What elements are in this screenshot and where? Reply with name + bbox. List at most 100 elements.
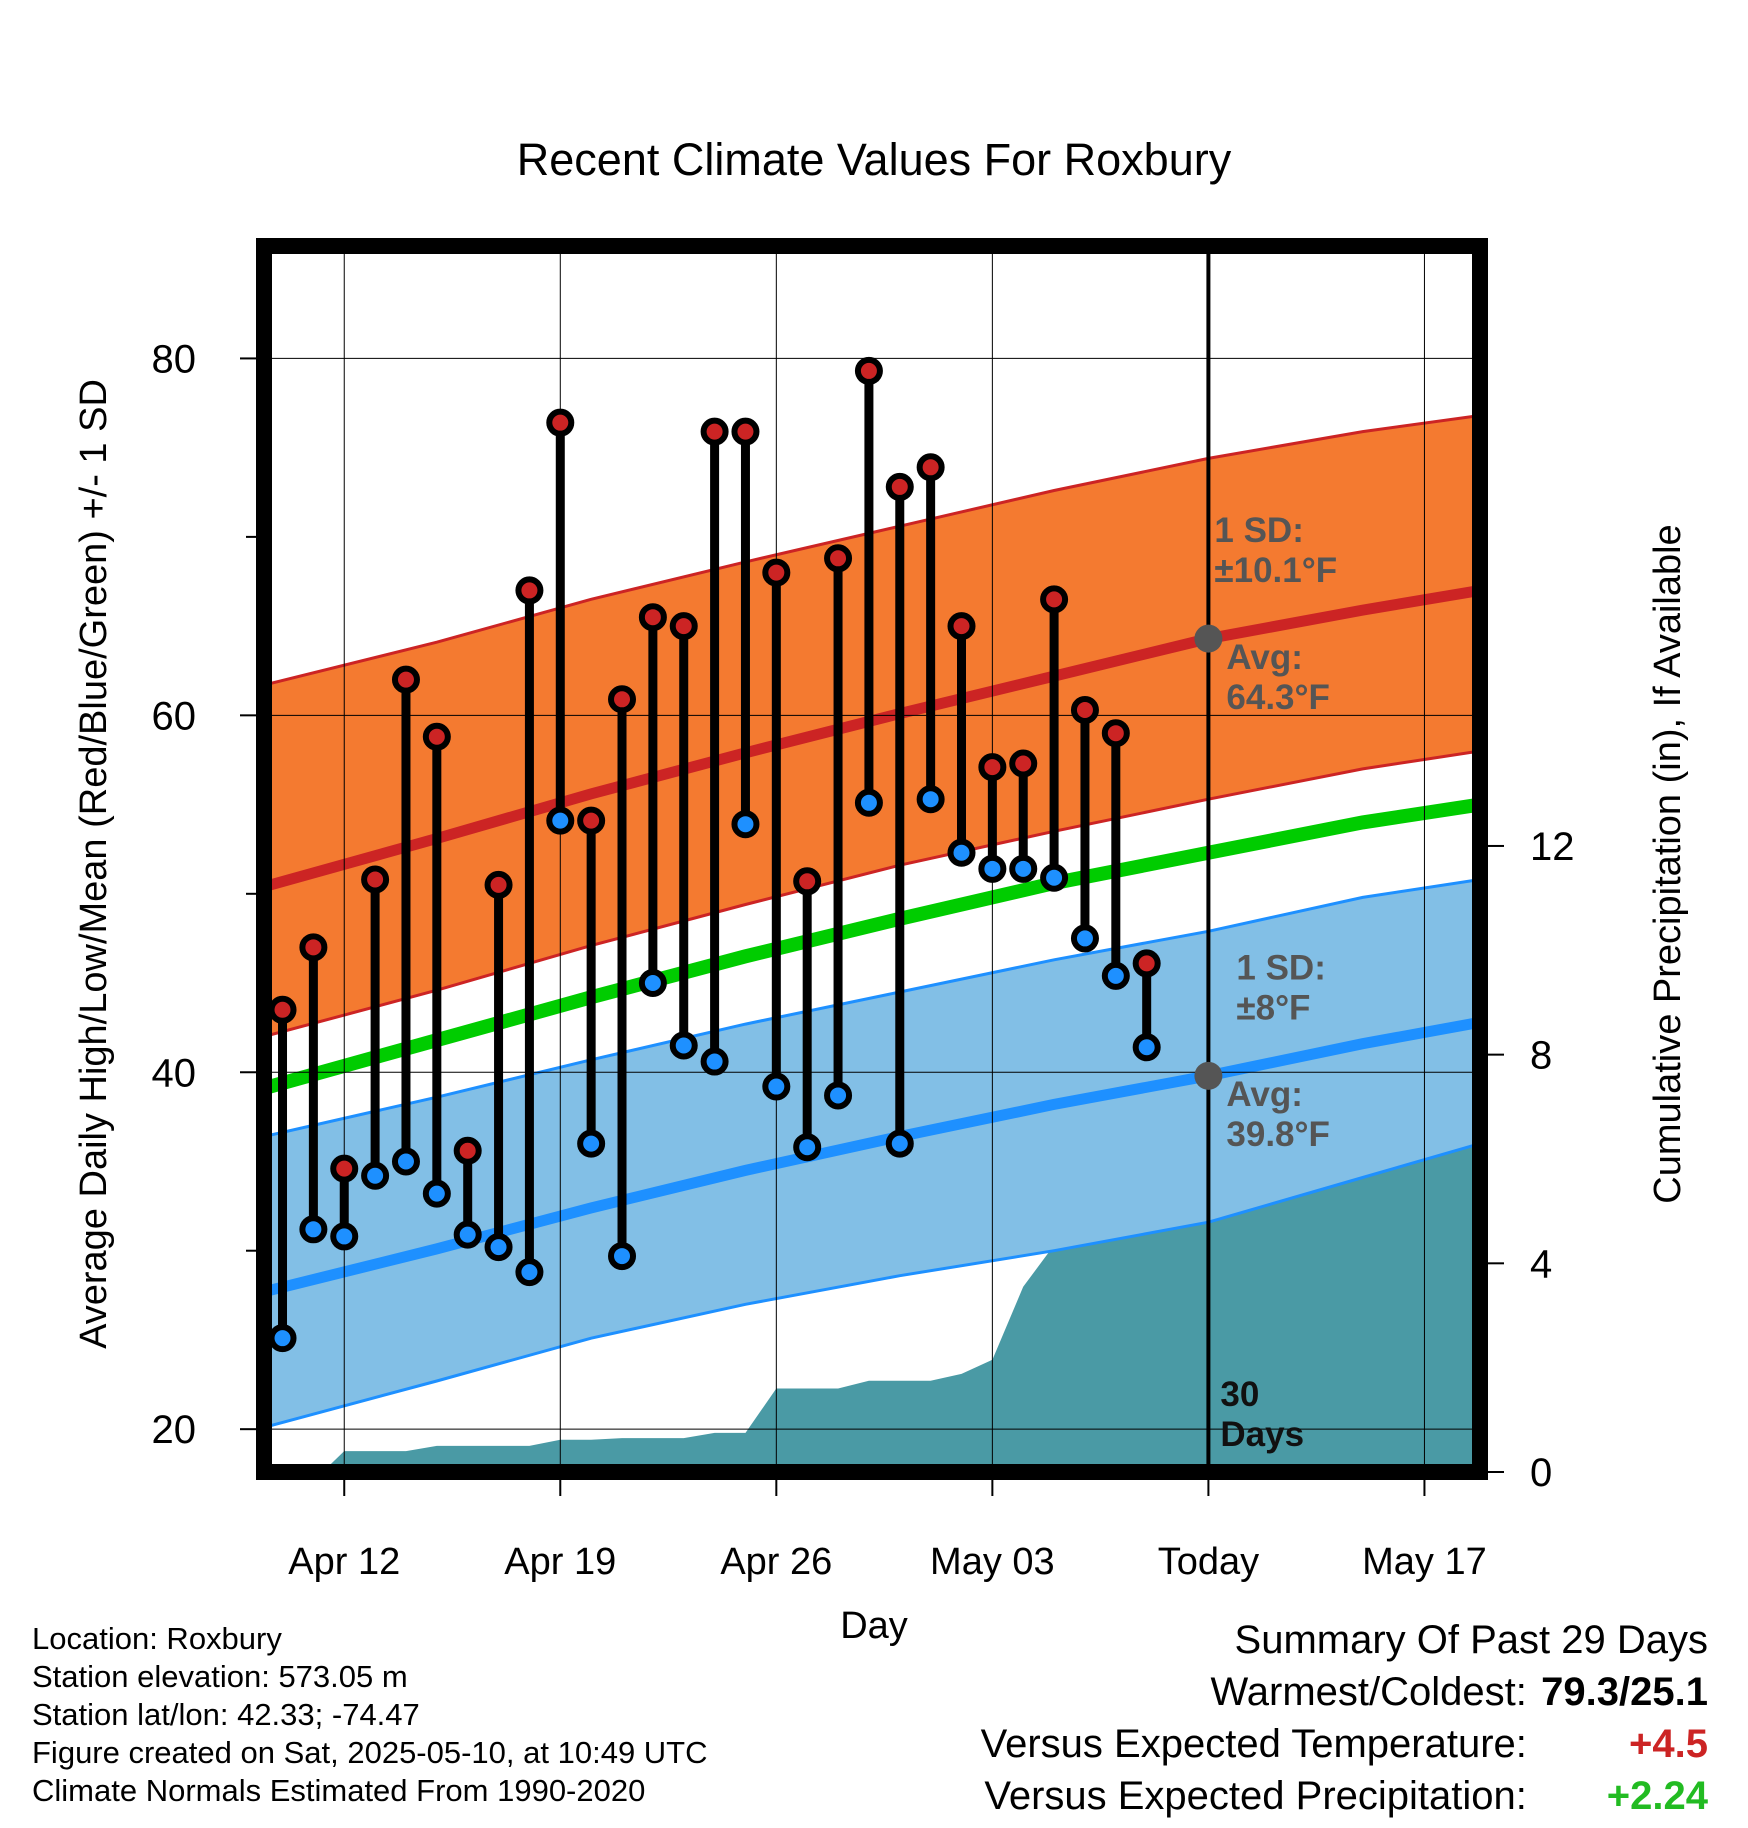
plot-area: 1 SD: ±10.1°F Avg: 64.3°F 1 SD: ±8°F Avg: 39.8°… (152, 238, 1575, 1583)
daily-low-point (793, 1133, 822, 1162)
info-latlon: Station lat/lon: 42.33; -74.47 (32, 1697, 420, 1732)
y2-axis-label: Cumulative Precipitation (in), If Availa… (1647, 524, 1689, 1203)
low-avg-annotation: Avg: 39.8°F (1226, 1075, 1330, 1154)
daily-high-point (669, 612, 698, 641)
daily-high-point (762, 558, 791, 587)
x-tick-label: Today (1158, 1541, 1259, 1583)
y-tick-label: 60 (152, 694, 197, 738)
daily-high-point (577, 806, 606, 835)
x-axis-label: Day (840, 1605, 908, 1647)
x-tick-label: May 17 (1362, 1541, 1487, 1583)
daily-low-point (1009, 854, 1038, 883)
station-info: Location: Roxbury Station elevation: 573… (32, 1620, 708, 1810)
daily-low-point (330, 1222, 359, 1251)
daily-high-point (391, 665, 420, 694)
daily-low-point (885, 1129, 914, 1158)
daily-low-point (299, 1215, 328, 1244)
plot-inner (264, 246, 1480, 1472)
y2-tick-label: 12 (1530, 825, 1575, 869)
daily-low-point (422, 1179, 451, 1208)
daily-high-point (546, 408, 575, 437)
temp-label: Versus Expected Temperature: (980, 1722, 1527, 1766)
daily-low-point (638, 969, 667, 998)
daily-low-point (515, 1258, 544, 1287)
daily-low-point (824, 1081, 853, 1110)
summary-temp: Versus Expected Temperature: +4.5 (981, 1718, 1708, 1770)
daily-low-point (391, 1147, 420, 1176)
x-tick-label: Apr 12 (288, 1541, 400, 1583)
daily-high-point (608, 685, 637, 714)
daily-low-point (361, 1161, 390, 1190)
daily-high-point (793, 867, 822, 896)
today-low-normal-marker (1194, 1061, 1223, 1090)
daily-high-point (1132, 949, 1161, 978)
low-sd-annotation: 1 SD: ±8°F (1236, 948, 1325, 1027)
plot-frame (256, 238, 1488, 1480)
daily-high-point (885, 472, 914, 501)
daily-high-point (947, 612, 976, 641)
daily-low-point (1132, 1033, 1161, 1062)
daily-high-point (1101, 719, 1130, 748)
daily-high-point (978, 753, 1007, 782)
daily-low-point (669, 1031, 698, 1060)
low-sd-band (264, 879, 1480, 1428)
y-axis-label: Average Daily High/Low/Mean (Red/Blue/Gr… (73, 379, 115, 1349)
high-avg-annotation: Avg: 64.3°F (1226, 638, 1330, 717)
daily-high-point (299, 933, 328, 962)
high-sd-annotation: 1 SD: ±10.1°F (1214, 511, 1337, 590)
y2-tick-label: 4 (1530, 1242, 1552, 1286)
y-tick-label: 80 (152, 337, 197, 381)
y2-tick-label: 8 (1530, 1034, 1552, 1078)
daily-high-point (824, 544, 853, 573)
daily-high-point (515, 576, 544, 605)
chart-title: Recent Climate Values For Roxbury (517, 134, 1232, 185)
daily-high-point (422, 722, 451, 751)
precip-value: +2.24 (1606, 1774, 1708, 1818)
daily-low-point (762, 1072, 791, 1101)
daily-low-point (453, 1220, 482, 1249)
y-tick-label: 40 (152, 1051, 197, 1095)
y-tick-label: 20 (152, 1408, 197, 1452)
daily-high-point (1040, 585, 1069, 614)
daily-low-point (268, 1324, 297, 1353)
daily-low-point (1070, 924, 1099, 953)
daily-low-point (978, 854, 1007, 883)
daily-high-point (330, 1154, 359, 1183)
daily-high-point (1009, 749, 1038, 778)
temp-value: +4.5 (1629, 1722, 1708, 1766)
daily-high-point (484, 870, 513, 899)
daily-low-point (577, 1129, 606, 1158)
daily-high-point (1070, 695, 1099, 724)
today-days-label: 30 Days (1220, 1375, 1304, 1454)
warm-cold-value: 79.3/25.1 (1541, 1670, 1708, 1714)
summary-panel: Summary Of Past 29 Days Warmest/Coldest:… (981, 1614, 1708, 1822)
daily-high-point (854, 356, 883, 385)
info-normals: Climate Normals Estimated From 1990-2020 (32, 1773, 646, 1808)
daily-low-point (700, 1047, 729, 1076)
daily-high-point (916, 453, 945, 482)
daily-high-point (638, 603, 667, 632)
daily-low-point (608, 1242, 637, 1271)
low-lower-line (264, 1142, 1480, 1429)
daily-high-point (731, 417, 760, 446)
daily-high-point (453, 1136, 482, 1165)
daily-low-point (854, 788, 883, 817)
daily-low-point (1040, 863, 1069, 892)
daily-low-point (1101, 961, 1130, 990)
daily-high-point (361, 865, 390, 894)
daily-low-point (484, 1233, 513, 1262)
today-high-normal-marker (1194, 624, 1223, 653)
y2-tick-label: 0 (1530, 1451, 1552, 1495)
summary-precip: Versus Expected Precipitation: +2.24 (981, 1770, 1708, 1822)
warm-cold-label: Warmest/Coldest: (1210, 1670, 1527, 1714)
x-tick-label: May 03 (930, 1541, 1055, 1583)
daily-low-point (731, 810, 760, 839)
info-location: Location: Roxbury (32, 1621, 282, 1656)
daily-low-point (916, 785, 945, 814)
summary-warm-cold: Warmest/Coldest: 79.3/25.1 (981, 1666, 1709, 1718)
info-created: Figure created on Sat, 2025-05-10, at 10… (32, 1735, 708, 1770)
daily-high-point (268, 995, 297, 1024)
daily-low-point (947, 838, 976, 867)
x-tick-label: Apr 19 (504, 1541, 616, 1583)
